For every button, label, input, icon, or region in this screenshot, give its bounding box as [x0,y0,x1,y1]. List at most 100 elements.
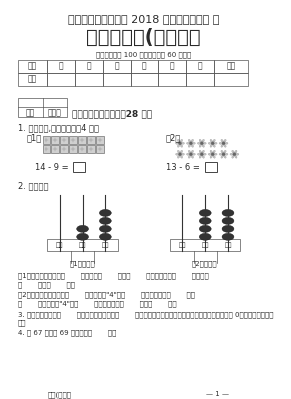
Ellipse shape [199,233,211,240]
Text: 百位: 百位 [179,242,186,247]
Ellipse shape [175,142,179,144]
Ellipse shape [221,150,223,153]
Text: 十位: 十位 [201,242,209,247]
Circle shape [189,142,192,145]
Ellipse shape [180,156,183,158]
Ellipse shape [199,217,211,224]
Circle shape [200,142,203,145]
Ellipse shape [180,144,183,147]
Text: （本试题满分 100 分，考试时间 60 分钟）: （本试题满分 100 分，考试时间 60 分钟） [96,52,191,58]
Bar [75,60,103,73]
Ellipse shape [191,144,194,147]
Ellipse shape [214,153,217,155]
Text: 云南省昆明市五华区 2018 年春期中模拟试 题: 云南省昆明市五华区 2018 年春期中模拟试 题 [68,14,219,24]
Bar [170,239,240,251]
Ellipse shape [232,150,234,153]
Ellipse shape [225,142,228,144]
Bar [78,145,86,153]
Ellipse shape [182,153,184,155]
Text: 得分: 得分 [28,75,37,84]
Ellipse shape [178,139,180,142]
Ellipse shape [175,153,179,155]
Bar [103,60,131,73]
Ellipse shape [213,156,215,158]
Text: — 1 —: — 1 — [206,391,229,397]
Ellipse shape [222,233,234,240]
Bar [87,136,95,144]
Bar [69,136,77,144]
Ellipse shape [221,156,223,158]
Text: 十位: 十位 [79,242,86,247]
Ellipse shape [210,150,212,153]
Ellipse shape [203,153,206,155]
Ellipse shape [100,225,111,232]
Ellipse shape [219,142,222,144]
Bar [47,60,75,73]
Ellipse shape [214,142,217,144]
Ellipse shape [219,153,222,155]
Ellipse shape [235,150,237,153]
Ellipse shape [208,142,211,144]
Bar [60,136,68,144]
Ellipse shape [187,142,189,144]
Bar [214,60,248,73]
Ellipse shape [222,209,234,216]
Ellipse shape [221,144,223,147]
Ellipse shape [188,144,191,147]
Ellipse shape [191,150,194,153]
Ellipse shape [197,153,200,155]
Text: 一年级数学(人教版）: 一年级数学(人教版） [86,28,201,47]
Text: （1）小题图: （1）小题图 [69,261,95,267]
Ellipse shape [191,139,194,142]
Text: 二: 二 [87,62,91,71]
Bar [186,73,214,85]
Ellipse shape [232,156,234,158]
Text: 得分: 得分 [26,108,35,117]
Bar [73,162,85,172]
Bar [52,136,59,144]
Ellipse shape [222,217,234,224]
Text: 评卷人: 评卷人 [48,108,62,117]
Bar [52,145,59,153]
Ellipse shape [199,225,211,232]
Text: 13 - 6 =: 13 - 6 = [166,163,200,172]
Circle shape [233,153,236,156]
Ellipse shape [178,156,180,158]
Ellipse shape [224,139,226,142]
Bar [158,60,186,73]
Bar [47,73,75,85]
Text: （2）: （2） [165,133,180,142]
Ellipse shape [199,156,201,158]
Circle shape [179,142,182,145]
Ellipse shape [178,150,180,153]
Text: 一数(人教）: 一数(人教） [47,391,71,398]
Text: 3. 最小的两位数是（       ），最小的三位数是（       ），一个两位数，十位上是最大的一位数，个位上是 0，这个两位数是（       ）。: 3. 最小的两位数是（ ），最小的三位数是（ ），一个两位数，十位上是最大的一位… [18,312,287,326]
Bar [18,60,47,73]
Circle shape [189,153,192,156]
Text: （       ），右边的"4"在（       ）位上，表示（       ）个（       ）。: （ ），右边的"4"在（ ）位上，表示（ ）个（ ）。 [18,300,176,307]
Bar [158,73,186,85]
Text: 4. 比 67 大，比 69 小的数是（       ）。: 4. 比 67 大，比 69 小的数是（ ）。 [18,329,116,336]
Bar [47,239,118,251]
Bar [87,145,95,153]
Text: （2）小题图: （2）小题图 [192,261,218,267]
Bar [78,136,86,144]
Bar [60,145,68,153]
Circle shape [211,142,214,145]
Ellipse shape [213,150,215,153]
Ellipse shape [100,233,111,240]
Text: （       ）个（       ）。: （ ）个（ ）。 [18,282,75,288]
Ellipse shape [202,144,204,147]
Ellipse shape [230,153,233,155]
Ellipse shape [202,139,204,142]
Ellipse shape [224,144,226,147]
Text: 三: 三 [114,62,119,71]
Ellipse shape [182,142,184,144]
Text: 题号: 题号 [28,62,37,71]
Text: 个位: 个位 [102,242,109,247]
Ellipse shape [210,156,212,158]
Bar [69,145,77,153]
Bar [75,73,103,85]
Ellipse shape [77,233,88,240]
Ellipse shape [225,153,228,155]
